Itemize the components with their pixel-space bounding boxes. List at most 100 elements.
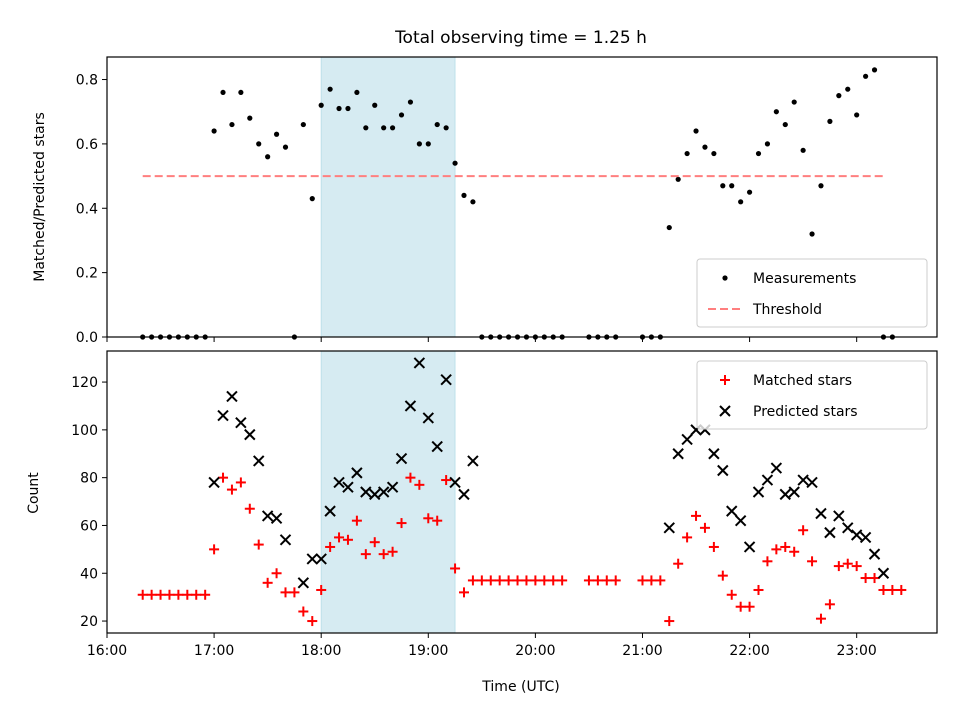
y-tick-label: 0.8 bbox=[76, 73, 98, 89]
measurements-point bbox=[461, 192, 467, 198]
measurements-point bbox=[372, 102, 378, 108]
measurements-point bbox=[764, 141, 771, 147]
predicted-stars-point bbox=[431, 440, 443, 453]
matched-stars-point bbox=[807, 556, 818, 567]
measurements-point bbox=[827, 118, 833, 124]
y-tick-label: 0.6 bbox=[76, 137, 98, 153]
measurements-point bbox=[336, 105, 342, 112]
legend-measurements-label: Measurements bbox=[753, 271, 856, 287]
bottom-panel-ylabel: Count bbox=[26, 472, 42, 514]
y-tick-label: 60 bbox=[80, 518, 98, 534]
predicted-stars-point bbox=[788, 486, 800, 498]
predicted-stars-point bbox=[208, 476, 220, 489]
y-tick-label: 0.0 bbox=[76, 330, 98, 346]
measurements-point bbox=[746, 189, 753, 195]
matched-stars-point bbox=[155, 589, 166, 600]
predicted-stars-point bbox=[253, 455, 265, 467]
measurements-point bbox=[327, 86, 333, 92]
predicted-stars-point bbox=[226, 390, 238, 403]
predicted-stars-point bbox=[244, 428, 256, 441]
predicted-stars-point bbox=[297, 577, 310, 589]
measurements-point bbox=[238, 89, 244, 96]
matched-stars-point bbox=[753, 584, 764, 595]
predicted-stars-point bbox=[315, 553, 327, 565]
predicted-stars-point bbox=[458, 488, 470, 501]
matched-stars-point bbox=[458, 587, 469, 598]
predicted-stars-point bbox=[217, 409, 229, 422]
matched-stars-point bbox=[476, 575, 487, 586]
measurements-point bbox=[273, 131, 280, 137]
measurements-point bbox=[309, 196, 315, 202]
matched-stars-point bbox=[735, 601, 746, 612]
measurements-point bbox=[300, 121, 306, 128]
y-tick-label: 0.4 bbox=[76, 201, 98, 217]
predicted-stars-point bbox=[360, 486, 372, 498]
predicted-stars-point bbox=[342, 481, 354, 493]
predicted-stars-point bbox=[868, 548, 881, 560]
predicted-stars-point bbox=[859, 531, 872, 544]
matched-stars-point bbox=[235, 477, 246, 488]
measurements-point bbox=[354, 89, 360, 96]
matched-stars-point bbox=[441, 475, 452, 486]
legend-measurements-swatch bbox=[722, 275, 728, 281]
measurements-point bbox=[389, 125, 396, 131]
measurements-point bbox=[345, 105, 351, 112]
predicted-stars-point bbox=[824, 526, 836, 539]
measurements-point bbox=[791, 99, 797, 105]
matched-stars-point bbox=[673, 558, 684, 569]
top-panel: 0.0 0.2 0.4 0.6 0.8 Measurements Threshold bbox=[76, 56, 938, 346]
predicted-stars-point bbox=[726, 505, 738, 517]
predicted-stars-point bbox=[672, 448, 684, 460]
predicted-stars-point bbox=[850, 529, 863, 541]
measurements-point bbox=[381, 125, 387, 131]
matched-stars-point bbox=[467, 575, 478, 586]
matched-stars-point bbox=[226, 484, 237, 495]
y-tick-label: 0.2 bbox=[76, 266, 98, 282]
bottom-panel: 20 40 60 80 100 120 16:00 17:00 18:00 19:00 20:00 2… bbox=[71, 350, 938, 659]
measurements-point bbox=[684, 150, 690, 157]
top-legend: Measurements Threshold bbox=[696, 258, 928, 328]
measurements-point bbox=[773, 109, 779, 115]
matched-stars-point bbox=[610, 575, 621, 586]
matched-stars-point bbox=[503, 575, 514, 586]
x-tick-label: 19:00 bbox=[408, 643, 448, 659]
predicted-stars-point bbox=[440, 373, 452, 386]
measurements-point bbox=[818, 183, 824, 189]
predicted-stars-point bbox=[681, 433, 693, 446]
matched-stars-point bbox=[369, 537, 380, 548]
matched-stars-point bbox=[539, 575, 550, 586]
matched-stars-point bbox=[512, 575, 523, 586]
matched-stars-point bbox=[200, 589, 211, 600]
matched-stars-point bbox=[717, 570, 728, 581]
matched-stars-point bbox=[209, 544, 220, 555]
matched-stars-point bbox=[450, 563, 461, 574]
matched-stars-point bbox=[244, 503, 255, 514]
matched-stars-point bbox=[530, 575, 541, 586]
matched-stars-point bbox=[824, 599, 835, 610]
matched-stars-point bbox=[869, 573, 880, 584]
matched-stars-point bbox=[878, 584, 889, 595]
predicted-stars-point bbox=[270, 512, 283, 524]
predicted-stars-point bbox=[779, 488, 791, 501]
predicted-stars-point bbox=[333, 476, 345, 489]
matched-stars-point bbox=[262, 577, 273, 588]
matched-stars-point bbox=[325, 541, 336, 552]
measurements-point bbox=[836, 93, 842, 99]
matched-stars-point bbox=[494, 575, 505, 586]
x-tick-label: 21:00 bbox=[622, 643, 662, 659]
y-tick-label: 40 bbox=[80, 566, 98, 582]
matched-stars-point bbox=[378, 549, 389, 560]
matched-stars-point bbox=[664, 616, 675, 627]
predicted-stars-point bbox=[261, 510, 274, 522]
predicted-stars-point bbox=[377, 486, 390, 498]
matched-stars-point bbox=[780, 541, 791, 552]
matched-stars-point bbox=[316, 584, 327, 595]
predicted-stars-point bbox=[663, 522, 675, 534]
measurements-point bbox=[755, 150, 762, 157]
predicted-stars-point bbox=[351, 467, 363, 479]
matched-stars-point bbox=[253, 539, 264, 550]
matched-stars-point bbox=[271, 568, 282, 579]
measurements-point bbox=[666, 224, 672, 231]
predicted-stars-point bbox=[806, 476, 818, 489]
